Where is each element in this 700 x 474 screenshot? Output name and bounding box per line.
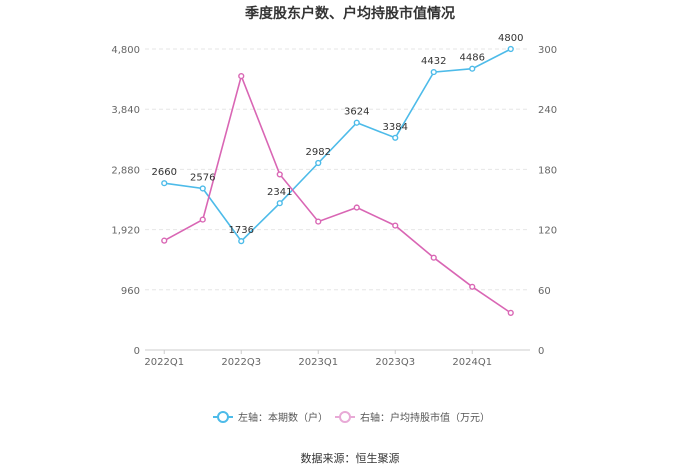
y-left-tick-label: 0: [134, 346, 140, 357]
y-right-tick-label: 60: [538, 286, 551, 297]
axes: 0 0 960 60 1,920 120 2,880 180 3,840 240 4,800 300 2…: [111, 45, 557, 368]
data-point-left: [469, 65, 476, 72]
data-label: 4432: [421, 56, 446, 67]
data-point-left: [276, 200, 283, 207]
grid: [145, 48, 530, 291]
series-layer: [161, 45, 514, 316]
y-right-tick-label: 0: [538, 346, 544, 357]
data-point-left: [353, 119, 360, 126]
data-point-left: [507, 45, 514, 53]
series-line-left: [164, 48, 512, 243]
data-point-left: [199, 185, 206, 192]
y-right-tick-label: 300: [538, 45, 557, 56]
x-tick-label: 2024Q1: [452, 357, 492, 368]
y-left-tick-label: 960: [121, 286, 140, 297]
x-tick-label: 2023Q1: [298, 357, 338, 368]
data-label: 2341: [267, 187, 292, 198]
data-point-right: [238, 72, 245, 80]
x-tick-label: 2023Q3: [375, 357, 415, 368]
legend-label-left: 左轴：本期数（户）: [238, 411, 328, 424]
legend-marker-left: [217, 411, 229, 423]
data-source: 数据来源：恒生聚源: [301, 451, 400, 465]
x-tick-label: 2022Q3: [221, 357, 261, 368]
y-left-tick-label: 3,840: [111, 105, 140, 116]
data-label: 2982: [306, 147, 331, 158]
data-label: 3624: [344, 107, 369, 118]
x-tick-label: 2022Q1: [144, 357, 184, 368]
data-labels: 2660 2576 1736 2341 2982 3624 3384 4432 4486 4800: [152, 33, 524, 236]
data-label: 1736: [229, 225, 254, 236]
data-label: 3384: [383, 122, 408, 133]
data-point-right: [469, 283, 476, 290]
series-line-right: [163, 73, 512, 314]
y-right-tick-label: 180: [538, 165, 557, 176]
y-right-tick-label: 240: [538, 105, 557, 116]
data-point-left: [392, 134, 399, 141]
data-point-right: [161, 237, 168, 244]
y-left-tick-label: 2,880: [111, 165, 140, 176]
data-label: 2660: [152, 167, 177, 178]
data-point-right: [507, 309, 514, 316]
data-label: 4800: [498, 33, 523, 44]
data-label: 2576: [190, 172, 215, 183]
data-label: 4486: [460, 53, 485, 64]
y-left-tick-label: 1,920: [111, 226, 140, 237]
y-left-tick-label: 4,800: [111, 45, 140, 56]
data-point-left: [161, 180, 168, 187]
chart-title: 季度股东户数、户均持股市值情况: [244, 5, 455, 22]
data-point-right: [392, 222, 399, 229]
data-point-right: [199, 216, 206, 223]
data-point-left: [238, 238, 245, 245]
data-point-left: [315, 159, 322, 167]
legend-item-left-series[interactable]: 左轴：本期数（户）: [213, 411, 328, 424]
data-point-right: [315, 218, 322, 225]
data-point-right: [353, 204, 360, 211]
legend-item-right-series[interactable]: 右轴：户均持股市值（万元）: [335, 411, 490, 424]
data-point-right: [430, 254, 437, 261]
legend-label-right: 右轴：户均持股市值（万元）: [360, 411, 490, 424]
data-point-right: [276, 171, 283, 178]
data-point-left: [430, 68, 437, 76]
legend-marker-right: [339, 411, 351, 423]
y-right-tick-label: 120: [538, 226, 557, 237]
legend: 左轴：本期数（户） 右轴：户均持股市值（万元）: [213, 411, 490, 424]
